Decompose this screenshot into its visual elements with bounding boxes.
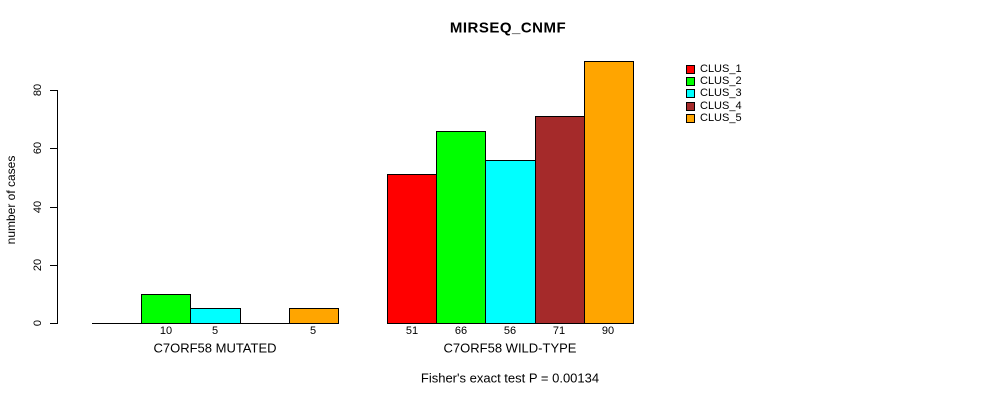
y-axis-tick <box>50 323 57 324</box>
y-axis-tick-label: 0 <box>32 319 44 327</box>
y-axis-tick <box>50 148 57 149</box>
legend-swatch-icon <box>686 64 695 74</box>
y-axis-tick <box>50 265 57 266</box>
legend-swatch-icon <box>686 89 695 99</box>
bar-clus_5 <box>289 308 339 324</box>
bar-value-label: 51 <box>405 325 419 337</box>
bar-value-label: 71 <box>552 325 566 337</box>
y-axis-tick-label: 40 <box>32 200 44 214</box>
legend-label: CLUS_1 <box>700 62 742 75</box>
legend-label: CLUS_4 <box>700 99 742 112</box>
bar-value-label: 10 <box>159 325 173 337</box>
legend-item-clus_4: CLUS_4 <box>686 100 742 112</box>
legend-item-clus_1: CLUS_1 <box>686 63 742 75</box>
legend-item-clus_2: CLUS_2 <box>686 75 742 87</box>
bar-clus_3 <box>485 160 536 324</box>
bar-value-label: 56 <box>503 325 517 337</box>
bar-clus_4 <box>535 116 585 324</box>
chart-title: MIRSEQ_CNMF <box>449 19 567 37</box>
bar-clus_2 <box>436 131 486 324</box>
legend-swatch-icon <box>686 101 695 111</box>
fisher-test-annotation: Fisher's exact test P = 0.00134 <box>420 370 600 386</box>
legend-item-clus_3: CLUS_3 <box>686 88 742 100</box>
group-label: C7ORF58 WILD-TYPE <box>443 340 577 356</box>
legend-label: CLUS_5 <box>700 111 742 124</box>
group-label: C7ORF58 MUTATED <box>153 340 277 356</box>
legend-item-clus_5: CLUS_5 <box>686 112 742 124</box>
y-axis-tick <box>50 90 57 91</box>
y-axis-tick-label: 80 <box>32 83 44 97</box>
bar-value-label: 90 <box>601 325 615 337</box>
bar-clus_3 <box>190 308 241 324</box>
y-axis-label: number of cases <box>4 155 18 245</box>
y-axis-tick-label: 60 <box>32 141 44 155</box>
legend-label: CLUS_2 <box>700 74 742 87</box>
bar-value-label: 5 <box>211 325 219 337</box>
bar-value-label: 66 <box>454 325 468 337</box>
y-axis-tick-label: 20 <box>32 258 44 272</box>
legend: CLUS_1 CLUS_2 CLUS_3 CLUS_4 CLUS_5 <box>686 63 742 124</box>
y-axis-line <box>57 90 58 324</box>
bar-clus_2 <box>141 294 191 324</box>
bar-value-label: 5 <box>309 325 317 337</box>
legend-swatch-icon <box>686 113 695 123</box>
legend-label: CLUS_3 <box>700 87 742 100</box>
legend-swatch-icon <box>686 76 695 86</box>
y-axis-tick <box>50 207 57 208</box>
bar-clus_1 <box>387 174 437 324</box>
bar-clus_5 <box>584 61 634 324</box>
